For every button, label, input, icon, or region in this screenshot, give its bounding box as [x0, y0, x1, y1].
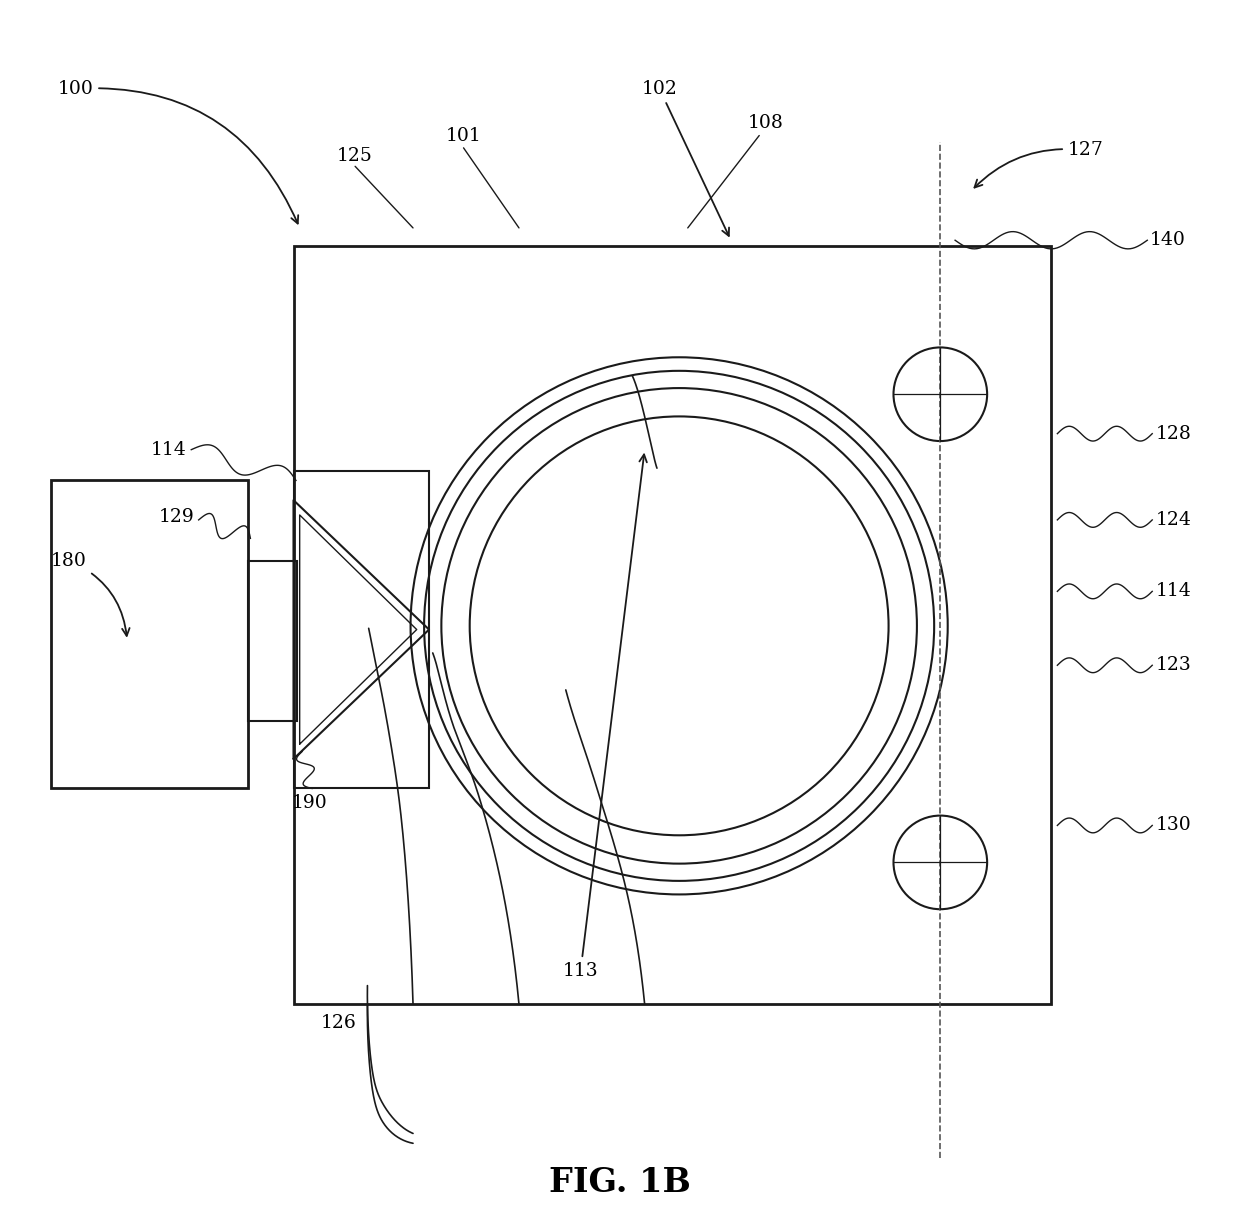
Text: 140: 140	[1149, 232, 1185, 249]
Text: 127: 127	[975, 142, 1104, 187]
Text: 126: 126	[321, 1014, 357, 1031]
Bar	[248, 561, 298, 721]
Text: 102: 102	[641, 80, 729, 235]
Text: 130: 130	[1156, 817, 1192, 834]
Bar	[294, 246, 1052, 1004]
Text: 190: 190	[291, 795, 327, 812]
Text: 114: 114	[1156, 583, 1192, 600]
Text: FIG. 1B: FIG. 1B	[549, 1167, 691, 1199]
Text: 100: 100	[57, 80, 298, 223]
Text: 108: 108	[748, 115, 784, 132]
Text: 125: 125	[337, 148, 373, 165]
Text: 101: 101	[445, 127, 481, 144]
Text: 113: 113	[563, 455, 647, 979]
Text: 124: 124	[1156, 511, 1192, 529]
Text: 128: 128	[1156, 425, 1192, 442]
Text: 129: 129	[159, 509, 195, 526]
Bar	[51, 480, 248, 788]
Text: 180: 180	[51, 552, 130, 636]
Bar	[294, 471, 429, 788]
Text: 123: 123	[1156, 657, 1192, 674]
Text: 114: 114	[150, 441, 186, 458]
